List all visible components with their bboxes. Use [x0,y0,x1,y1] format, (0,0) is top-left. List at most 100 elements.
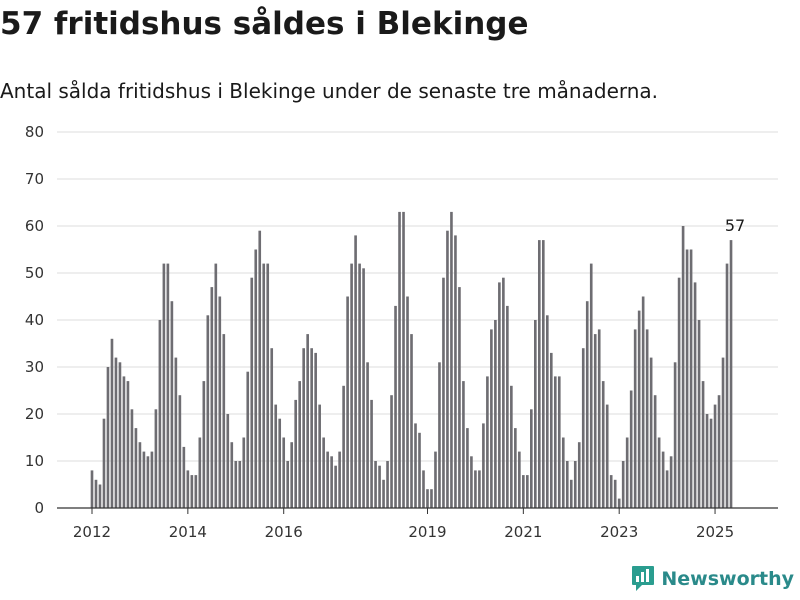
bar [653,395,657,508]
bar [541,240,545,508]
bar [266,263,270,508]
bar [721,357,725,508]
bar [366,362,369,508]
bar [530,409,533,508]
bar [430,489,433,508]
bar [689,249,693,508]
bar [170,301,174,508]
bar [470,456,473,508]
bar [526,475,529,508]
bar [553,376,557,508]
bar [657,437,661,508]
x-tick-label: 2025 [696,523,734,541]
bar [593,334,597,508]
bar [390,395,393,508]
bar [218,296,222,508]
bar [713,404,717,508]
bar [482,423,485,508]
bar [422,470,425,508]
bar [426,489,429,508]
bar [274,404,278,508]
bar [230,442,234,508]
bar [294,399,298,508]
bar [565,461,569,508]
bar [645,329,649,508]
bar [234,461,238,508]
bar [370,399,373,508]
bar [406,296,409,508]
bar [358,263,361,508]
bar [581,348,585,508]
bar [398,211,401,508]
bar [162,263,166,508]
axes [57,507,778,514]
bar [326,451,329,508]
bar [106,367,110,508]
bar [573,461,577,508]
bar [374,461,377,508]
bar [94,479,98,508]
bar [661,451,665,508]
bar [330,456,333,508]
y-tick-label: 60 [25,217,44,235]
bar [206,315,210,508]
bar [474,470,477,508]
bar [142,451,146,508]
bar [537,240,541,508]
bar [126,381,130,508]
y-tick-label: 50 [25,264,44,282]
bar [506,305,509,508]
bar [498,282,501,508]
bar [278,418,282,508]
bar [110,338,114,508]
x-tick-label: 2016 [265,523,303,541]
bar [589,263,593,508]
bar [458,287,461,508]
bar [318,404,321,508]
bar [146,456,150,508]
bar [569,479,573,508]
bar [494,320,497,508]
bar [130,409,134,508]
x-tick-label: 2014 [169,523,207,541]
bar [226,414,230,508]
newsworthy-logo-icon [632,566,655,591]
bar [246,371,250,508]
bar [122,376,126,508]
bar [518,451,521,508]
bar [382,479,385,508]
bar [214,263,218,508]
chart-subtitle: Antal sålda fritidshus i Blekinge under … [0,79,659,103]
x-tick-label: 2021 [504,523,542,541]
bar [222,334,226,508]
highlight-data-label: 57 [725,216,745,235]
bar [557,376,561,508]
y-tick-label: 40 [25,311,44,329]
brand-logo: Newsworthy [631,565,794,592]
bar [450,211,453,508]
bar [534,320,537,508]
bar [709,418,713,508]
bar [198,437,202,508]
bar [617,498,621,508]
bar [338,451,341,508]
bar [194,475,198,508]
bar [549,352,553,508]
bar [298,381,301,508]
bar [522,475,525,508]
bar [625,437,629,508]
bar [669,456,673,508]
bar [585,301,589,508]
bar [705,414,709,508]
bar [282,437,286,508]
chart-title: 57 fritidshus såldes i Blekinge [0,6,529,42]
bar-chart: 0 10 20 30 40 50 60 70 80 2012 2014 2016 2019 2021 202… [25,123,778,541]
bar [673,362,677,508]
bar [633,329,637,508]
bar [242,437,246,508]
bar [621,461,625,508]
bar [310,348,313,508]
bar [394,305,397,508]
bar [434,451,437,508]
bar [442,277,445,508]
